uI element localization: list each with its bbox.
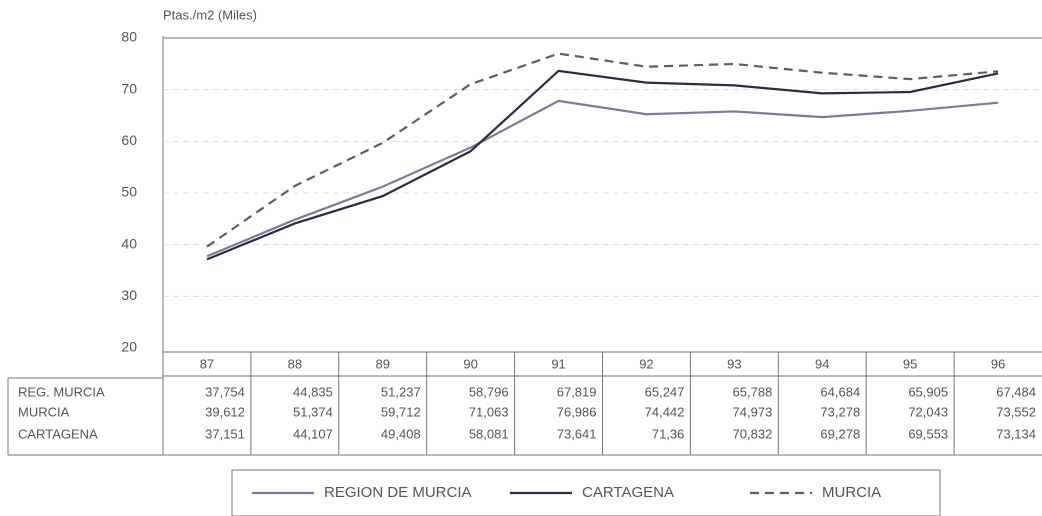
table-cell: 69,278 — [820, 426, 860, 441]
x-tick-label: 92 — [639, 356, 653, 371]
table-cell: 73,134 — [996, 426, 1036, 441]
table-cell: 37,754 — [205, 384, 245, 399]
table-cell: 73,552 — [996, 404, 1036, 419]
table-cell: 44,835 — [293, 384, 333, 399]
y-tick-label: 80 — [121, 29, 137, 45]
series-line — [206, 99, 999, 258]
table-cell: 74,973 — [733, 404, 773, 419]
table-cell: 65,247 — [645, 384, 685, 399]
table-cell: 65,905 — [908, 384, 948, 399]
x-tick-label: 95 — [903, 356, 917, 371]
table-cell: 39,612 — [205, 404, 245, 419]
table-cell: 70,832 — [733, 426, 773, 441]
legend-box — [231, 469, 941, 516]
table-cell: 58,081 — [469, 426, 509, 441]
x-tick-label: 93 — [727, 356, 741, 371]
table-cell: 73,641 — [557, 426, 597, 441]
table-cell: 37,151 — [205, 426, 245, 441]
table-row-label: REG. MURCIA — [18, 384, 105, 399]
table-cell: 51,374 — [293, 404, 333, 419]
y-tick-label: 20 — [121, 339, 137, 355]
y-tick-label: 40 — [121, 235, 137, 251]
table-cell: 67,819 — [557, 384, 597, 399]
x-tick-label: 90 — [463, 356, 477, 371]
y-tick-label: 70 — [121, 80, 137, 96]
y-tick-label: 50 — [121, 184, 137, 200]
table-row-label: MURCIA — [18, 404, 70, 419]
table-cell: 65,788 — [733, 384, 773, 399]
table-cell: 74,442 — [645, 404, 685, 419]
legend-label: CARTAGENA — [582, 484, 674, 501]
table-cell: 49,408 — [381, 426, 421, 441]
x-tick-label: 94 — [815, 356, 829, 371]
y-tick-label: 30 — [121, 287, 137, 303]
legend-label: MURCIA — [822, 484, 881, 501]
table-cell: 71,36 — [652, 426, 685, 441]
series-line — [206, 69, 999, 261]
table-row-label: CARTAGENA — [18, 426, 98, 441]
legend-label: REGION DE MURCIA — [324, 484, 472, 501]
table-cell: 44,107 — [293, 426, 333, 441]
y-axis-label: Ptas./m2 (Miles) — [163, 7, 257, 22]
x-tick-label: 89 — [376, 356, 390, 371]
table-cell: 69,553 — [908, 426, 948, 441]
table-cell: 73,278 — [820, 404, 860, 419]
y-tick-label: 60 — [121, 132, 137, 148]
table-cell: 58,796 — [469, 384, 509, 399]
table-cell: 64,684 — [820, 384, 860, 399]
table-cell: 59,712 — [381, 404, 421, 419]
table-cell: 67,484 — [996, 384, 1036, 399]
x-tick-label: 96 — [991, 356, 1005, 371]
x-tick-label: 88 — [288, 356, 302, 371]
table-cell: 51,237 — [381, 384, 421, 399]
series-line — [206, 52, 999, 248]
x-tick-label: 91 — [551, 356, 565, 371]
table-cell: 71,063 — [469, 404, 509, 419]
x-tick-label: 87 — [200, 356, 214, 371]
table-cell: 72,043 — [908, 404, 948, 419]
table-cell: 76,986 — [557, 404, 597, 419]
